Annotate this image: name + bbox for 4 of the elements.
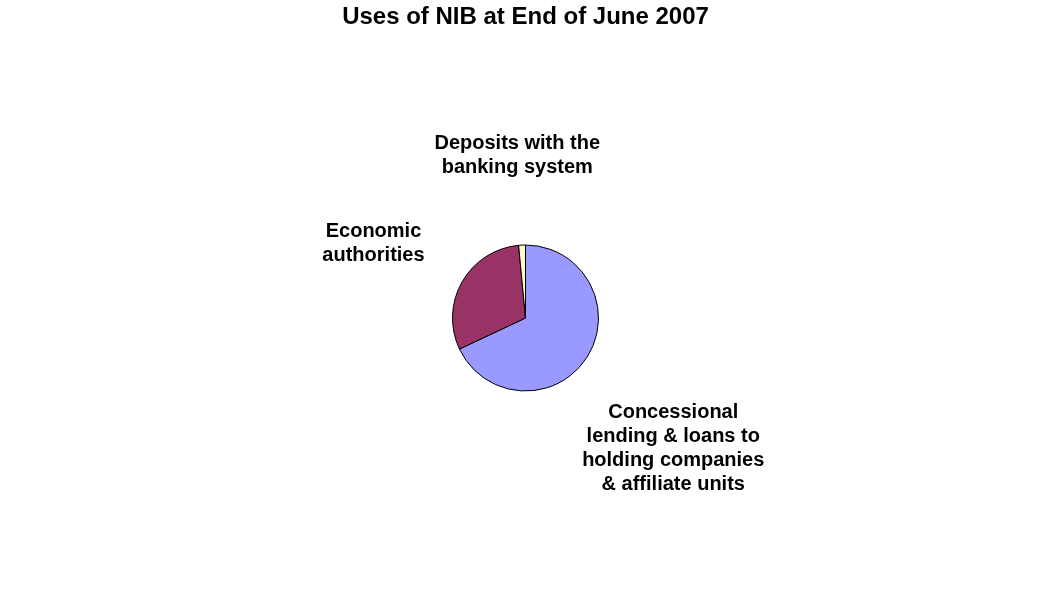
slice-label: Economic authorities — [322, 219, 425, 266]
slice-label: Deposits with the banking system — [434, 131, 601, 178]
chart-title: Uses of NIB at End of June 2007 — [342, 2, 709, 29]
slice-label: Concessional lending & loans to holding companies & affiliate units — [582, 399, 765, 494]
